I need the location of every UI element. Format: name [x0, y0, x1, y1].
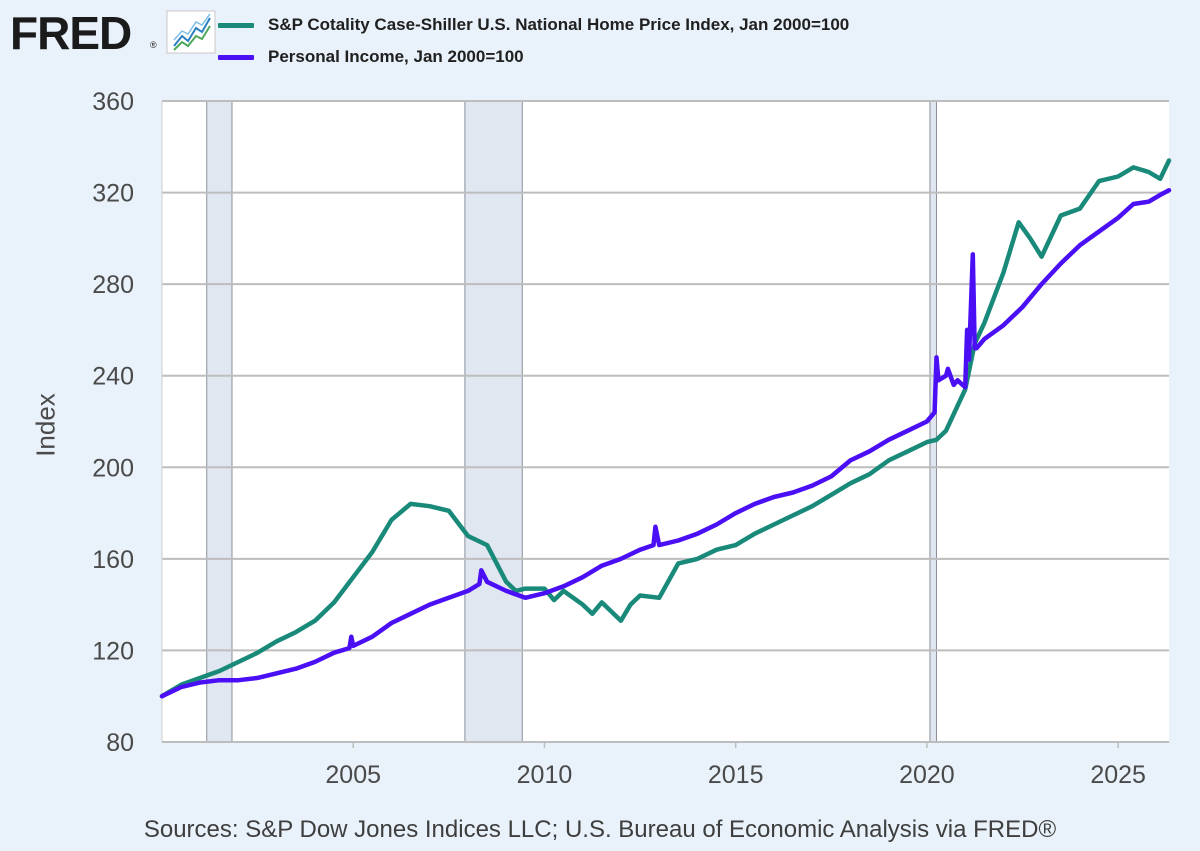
line-chart-icon — [166, 10, 216, 54]
x-tick-label-2015: 2015 — [708, 761, 764, 789]
recession-band-2 — [929, 100, 937, 743]
y-tick-label-160: 160 — [92, 546, 134, 574]
y-axis-title: Index — [30, 393, 61, 457]
y-tick-label-280: 280 — [92, 271, 134, 299]
legend-swatch-personal-income — [218, 54, 254, 60]
chart-header: FRED ® S&P Cotality Case-Shiller U.S. Na… — [0, 0, 1200, 80]
recession-band-1 — [464, 100, 523, 743]
registered-mark: ® — [150, 40, 157, 50]
sources-note: Sources: S&P Dow Jones Indices LLC; U.S.… — [143, 816, 1057, 843]
y-tick-label-320: 320 — [92, 180, 134, 208]
y-tick-label-200: 200 — [92, 454, 134, 482]
fred-logo[interactable]: FRED ® — [10, 7, 216, 59]
plot-area — [162, 101, 1169, 742]
series-line-personal-income — [159, 188, 1172, 699]
x-tick-label-2025: 2025 — [1090, 761, 1146, 789]
recession-band-0 — [206, 100, 233, 743]
x-tick-label-2020: 2020 — [899, 761, 955, 789]
legend-label-home-price-index: S&P Cotality Case-Shiller U.S. National … — [268, 15, 850, 34]
series-line-home-price-index — [159, 158, 1172, 699]
y-tick-label-240: 240 — [92, 363, 134, 391]
x-tick-label-2005: 2005 — [325, 761, 381, 789]
legend-swatch-home-price-index — [218, 22, 254, 28]
legend-item-personal-income[interactable]: Personal Income, Jan 2000=100 — [218, 45, 524, 69]
legend-item-home-price-index[interactable]: S&P Cotality Case-Shiller U.S. National … — [218, 13, 849, 37]
y-tick-label-80: 80 — [106, 729, 134, 757]
y-tick-label-360: 360 — [92, 88, 134, 116]
x-tick-label-2010: 2010 — [517, 761, 573, 789]
fred-wordmark: FRED — [10, 7, 132, 59]
legend-label-personal-income: Personal Income, Jan 2000=100 — [268, 47, 524, 66]
y-tick-label-120: 120 — [92, 637, 134, 665]
